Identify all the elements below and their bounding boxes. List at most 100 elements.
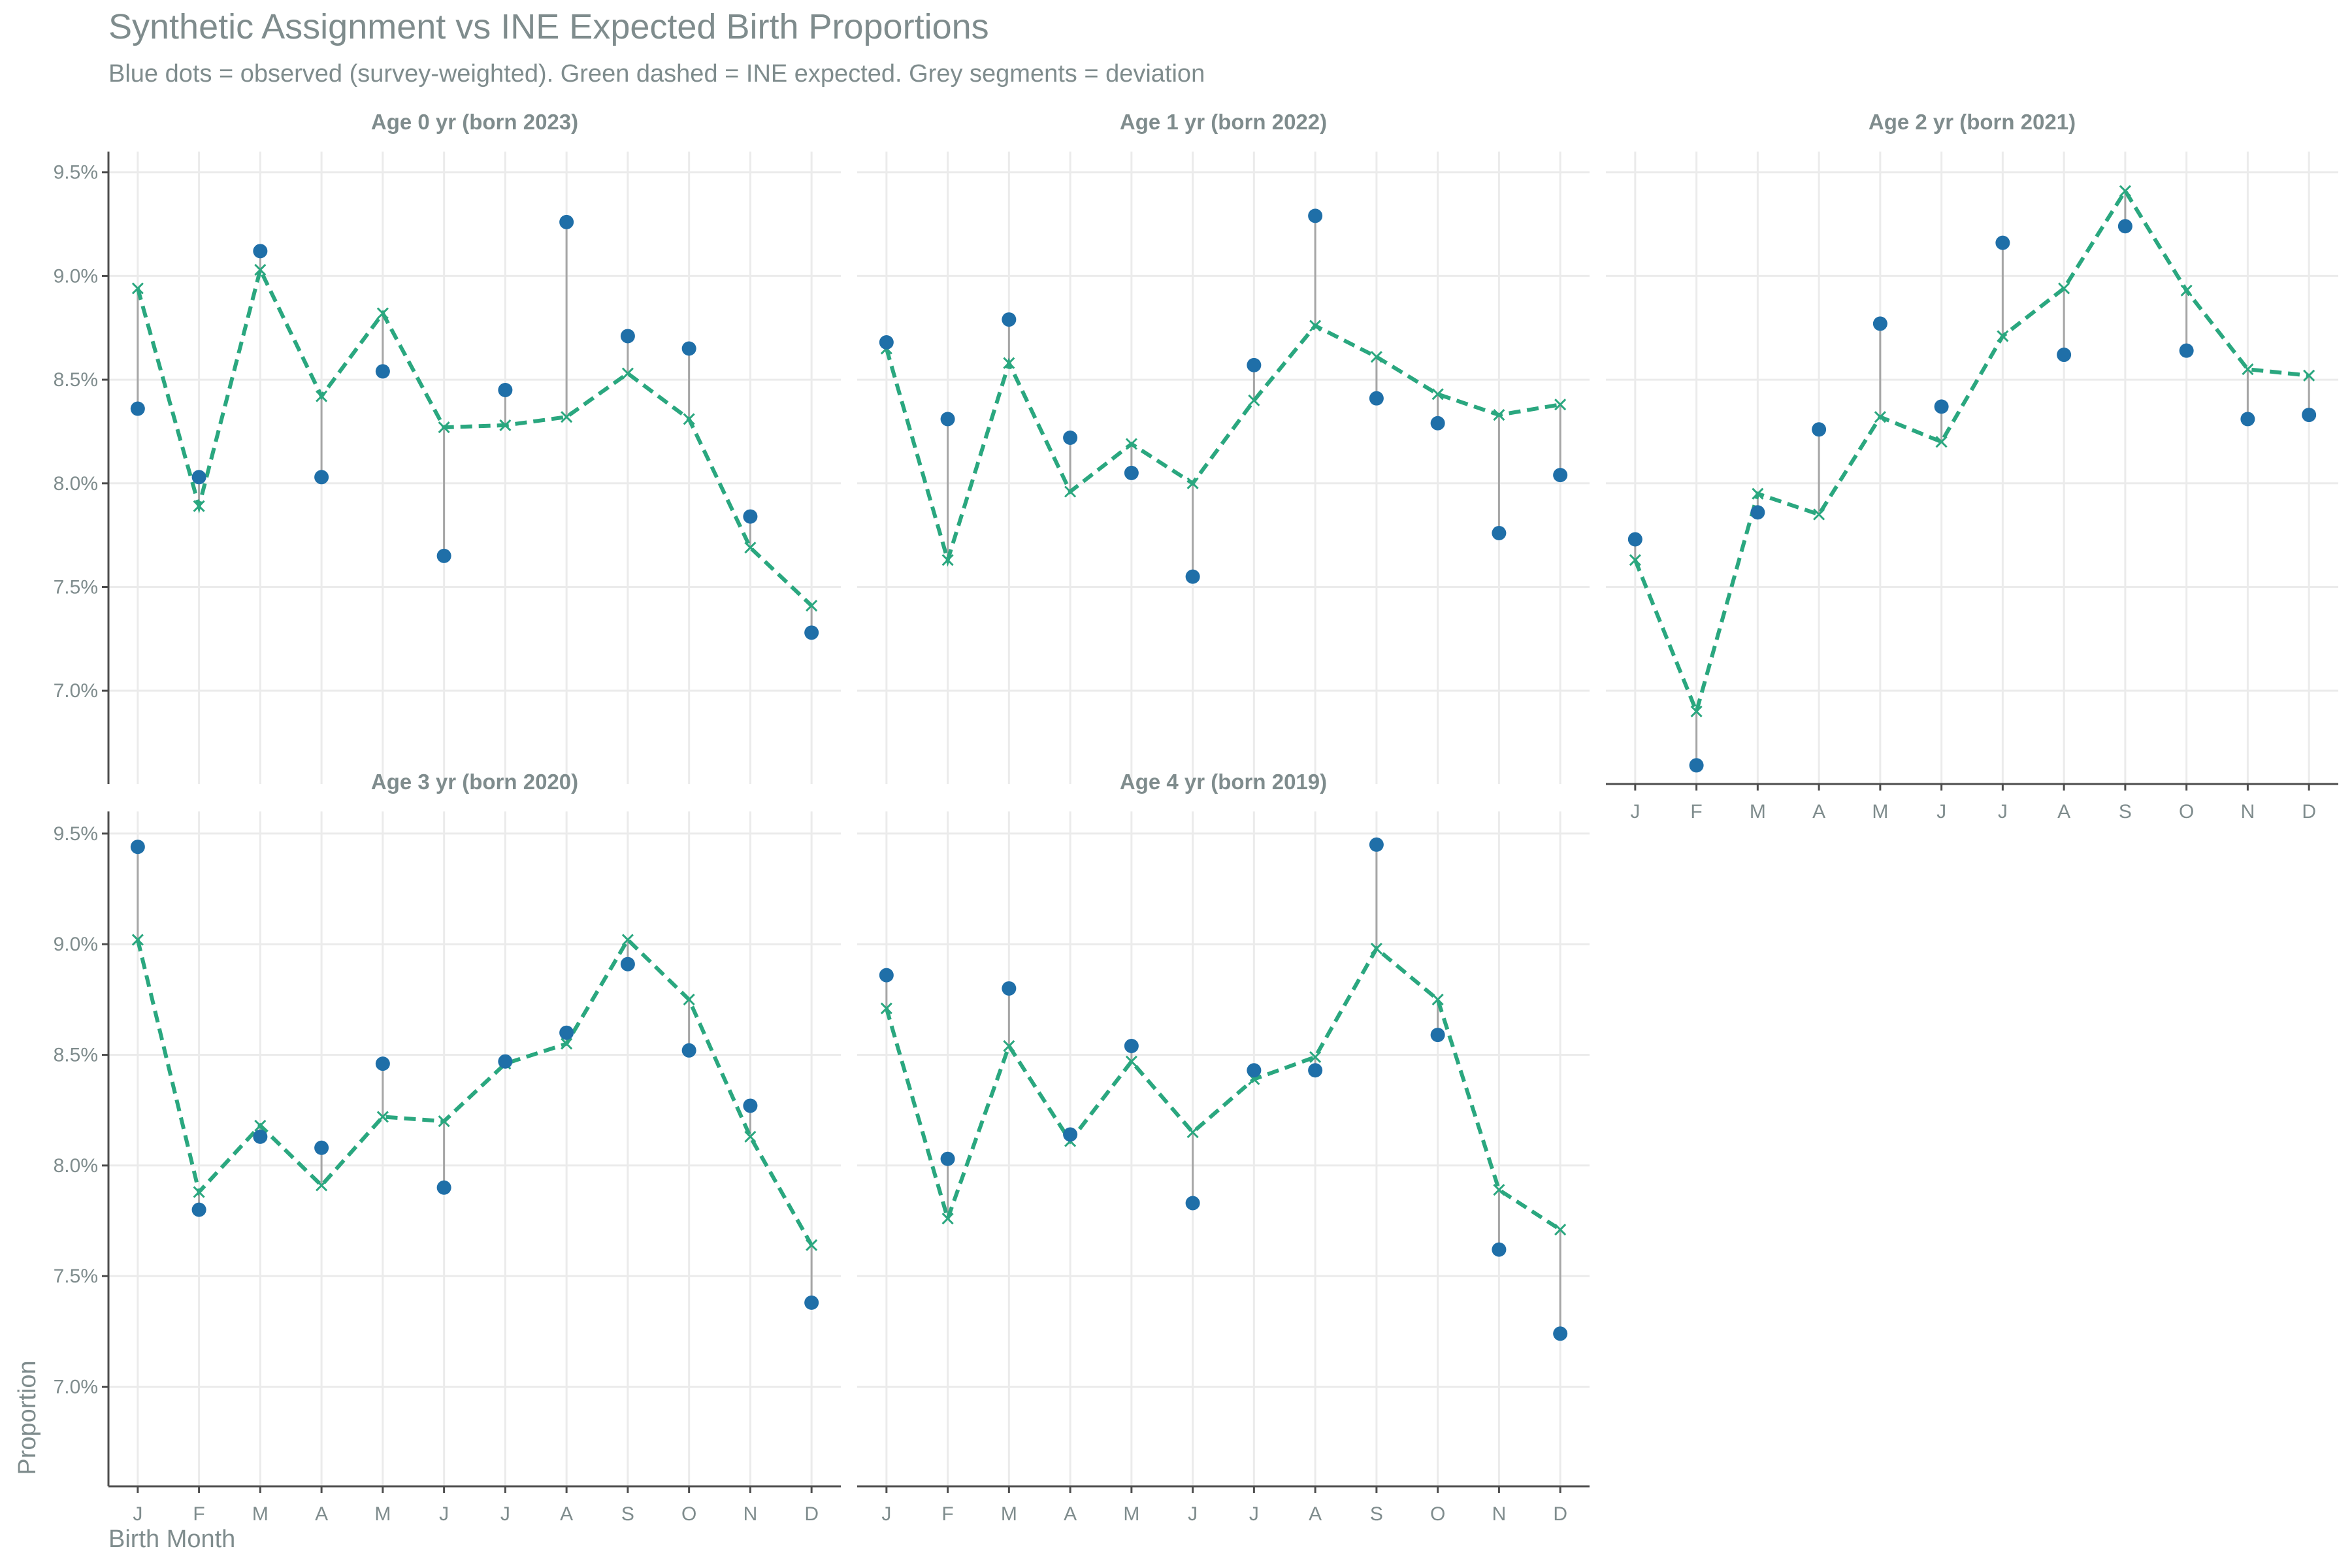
y-tick-label: 7.0% — [54, 1377, 98, 1398]
x-tick-label: M — [1001, 1503, 1017, 1525]
expected-point — [193, 500, 205, 512]
x-tick-label: S — [1370, 1503, 1383, 1525]
observed-point — [2117, 219, 2132, 234]
expected-point — [1997, 330, 2009, 342]
observed-point — [879, 335, 894, 350]
observed-point — [559, 1025, 574, 1040]
x-tick-label: M — [1123, 1503, 1139, 1525]
observed-point — [2302, 408, 2317, 423]
x-tick-label: A — [1064, 1503, 1077, 1525]
x-tick-label: A — [2057, 801, 2070, 823]
expected-point — [880, 1002, 892, 1015]
observed-point — [1995, 235, 2010, 250]
y-tick-label: 9.0% — [54, 934, 98, 955]
observed-point — [2057, 348, 2072, 363]
y-tick-label: 7.5% — [54, 1266, 98, 1287]
x-tick-label: D — [2302, 801, 2316, 823]
x-tick-label: O — [1430, 1503, 1445, 1525]
observed-point — [1124, 1039, 1139, 1054]
expected-point — [1186, 1126, 1199, 1139]
observed-point — [436, 1180, 451, 1195]
observed-point — [1812, 422, 1827, 437]
expected-point — [316, 1179, 328, 1192]
observed-point — [1247, 357, 1262, 372]
x-tick-label: F — [193, 1503, 204, 1525]
x-tick-label: M — [1872, 801, 1888, 823]
y-tick-label: 7.5% — [54, 576, 98, 598]
x-tick-label: S — [621, 1503, 634, 1525]
observed-point — [436, 548, 451, 563]
x-tick-label: O — [2179, 801, 2194, 823]
facet-label: Age 4 yr (born 2019) — [1120, 770, 1327, 794]
observed-point — [1492, 1242, 1507, 1257]
observed-point — [620, 329, 635, 344]
observed-point — [1492, 525, 1507, 540]
facet-label: Age 3 yr (born 2020) — [371, 770, 578, 794]
expected-point — [941, 554, 954, 566]
x-tick-label: S — [2119, 801, 2132, 823]
x-tick-label: N — [743, 1503, 758, 1525]
x-tick-label: A — [1812, 801, 1825, 823]
observed-point — [314, 1140, 329, 1155]
expected-line — [884, 323, 1561, 567]
expected-point — [376, 307, 389, 319]
expected-line — [135, 936, 813, 1247]
observed-point — [1247, 1063, 1262, 1078]
observed-point — [1002, 312, 1017, 327]
expected-point — [2242, 363, 2254, 376]
expected-point — [806, 1239, 818, 1251]
observed-point — [620, 956, 635, 972]
expected-point — [438, 421, 450, 434]
observed-point — [2240, 412, 2255, 427]
observed-point — [1872, 316, 1887, 331]
observed-point — [130, 401, 145, 416]
expected-point — [1629, 554, 1641, 566]
observed-point — [1308, 1063, 1323, 1078]
expected-point — [1431, 388, 1444, 400]
x-tick-label: A — [560, 1503, 573, 1525]
expected-point — [1554, 399, 1567, 411]
expected-point — [1309, 319, 1322, 332]
observed-point — [559, 214, 574, 229]
x-tick-label: A — [315, 1503, 328, 1525]
x-tick-label: J — [1936, 801, 1946, 823]
expected-point — [1064, 485, 1077, 498]
expected-point — [941, 1213, 954, 1225]
facet-label: Age 2 yr (born 2021) — [1869, 110, 2076, 134]
observed-point — [1002, 981, 1017, 996]
observed-point — [375, 364, 390, 379]
expected-point — [1813, 508, 1825, 521]
observed-point — [1553, 468, 1568, 483]
expected-point — [1186, 477, 1199, 489]
observed-point — [1627, 532, 1642, 547]
x-tick-label: J — [439, 1503, 449, 1525]
observed-point — [1934, 399, 1949, 414]
x-tick-label: N — [1492, 1503, 1507, 1525]
facet-label: Age 1 yr (born 2022) — [1120, 110, 1327, 134]
expected-point — [1309, 1051, 1322, 1064]
expected-point — [1125, 1055, 1137, 1068]
x-tick-label: M — [1750, 801, 1766, 823]
observed-point — [1750, 505, 1765, 520]
x-tick-label: F — [1690, 801, 1702, 823]
expected-point — [2303, 369, 2315, 382]
observed-point — [1063, 1127, 1078, 1142]
x-tick-label: J — [500, 1503, 510, 1525]
expected-point — [561, 1037, 573, 1050]
y-tick-label: 8.5% — [54, 369, 98, 391]
expected-point — [316, 390, 328, 402]
observed-point — [1308, 208, 1323, 223]
observed-point — [743, 1098, 758, 1113]
x-tick-label: O — [681, 1503, 696, 1525]
x-tick-label: M — [374, 1503, 391, 1525]
y-axis-title: Proportion — [14, 1360, 41, 1475]
expected-point — [438, 1115, 450, 1128]
observed-point — [2179, 343, 2194, 358]
observed-point — [1689, 758, 1704, 773]
expected-point — [193, 1186, 205, 1198]
observed-point — [804, 1295, 819, 1310]
observed-point — [804, 625, 819, 640]
observed-point — [191, 1202, 206, 1217]
observed-point — [253, 1129, 268, 1144]
expected-point — [1370, 942, 1382, 955]
